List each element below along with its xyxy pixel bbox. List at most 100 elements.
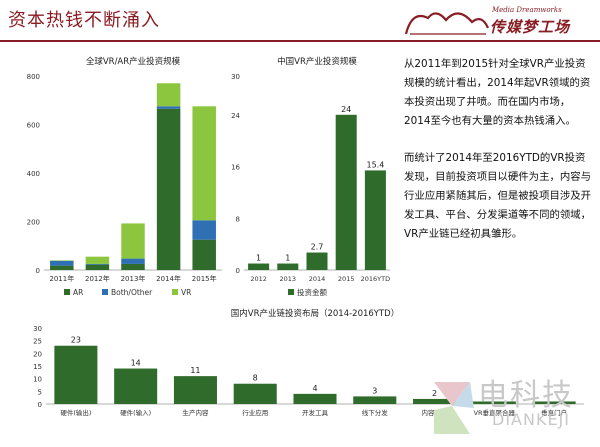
y-tick-label: 800 [27,73,40,81]
legend-swatch [288,289,294,295]
bar-china-2-0 [306,252,328,270]
data-label: 1 [256,254,261,263]
x-tick-label: 硬件(输入) [120,408,151,417]
bar-layout-3-0 [233,383,277,404]
data-label: 1 [285,254,290,263]
y-tick-label: 20 [33,350,42,358]
x-tick-label: VR垂直聚合器 [474,408,516,417]
bar-layout-7-0 [472,401,516,404]
legend-swatch [64,289,70,295]
watermark-logo-icon [434,382,474,434]
bar-global-1-0 [85,264,110,270]
page-title: 资本热钱不断涌入 [8,10,160,31]
header: 资本热钱不断涌入 Media Dreamworks 传媒梦工场 [0,0,600,40]
bar-global-2-2 [121,223,145,259]
y-tick-label: 16 [231,164,240,172]
x-tick-label: 2016YTD [361,275,391,283]
data-label: 2.7 [311,243,324,252]
y-tick-label: 0 [38,401,42,409]
x-tick-label: 生产内容 [182,408,209,417]
x-tick-label: 2015 [338,275,355,283]
x-tick-label: 2014年 [156,274,181,283]
x-tick-label: 2012年 [85,274,110,283]
x-tick-label: 2014 [309,275,326,283]
x-tick-label: 2013年 [121,274,146,283]
bar-layout-0-0 [54,345,98,404]
x-tick-label: 开发工具 [302,408,329,417]
data-label: 8 [253,374,258,383]
bar-layout-5-0 [353,396,397,404]
bar-layout-2-0 [173,376,217,404]
y-tick-label: 30 [33,325,42,333]
data-label: 14 [131,359,141,368]
bar-layout-8-0 [532,401,576,404]
commentary-panel: 从2011年到2015针对全球VR产业投资规模的统计看出，2014年起VR领域的… [404,55,594,262]
bar-global-0-0 [50,265,74,270]
y-tick-label: 15 [33,363,42,371]
y-tick-label: 0 [236,267,240,275]
legend-label: VR [181,288,191,297]
data-label: 24 [341,105,351,114]
data-label: 4 [312,384,317,393]
bar-global-3-2 [156,83,181,107]
legend-label: AR [73,288,83,297]
bar-global-4-2 [192,106,216,221]
bar-china-4-0 [364,170,386,270]
legend-label: Both/Other [111,288,153,297]
bar-global-3-0 [156,108,181,270]
legend-swatch [102,289,108,295]
y-tick-label: 5 [38,388,42,396]
y-tick-label: 600 [27,122,40,130]
x-tick-label: 2011年 [49,274,74,283]
x-tick-label: 行业应用 [242,408,268,417]
y-tick-label: 0 [36,267,40,275]
bar-global-3-1 [156,106,181,109]
bar-layout-4-0 [293,393,337,404]
header-rule [0,40,600,42]
bar-layout-6-0 [413,398,457,404]
chart-title: 国内VR产业链投资布局（2014-2016YTD） [231,308,399,319]
y-tick-label: 200 [27,219,40,227]
y-tick-label: 8 [236,215,240,223]
bar-global-4-0 [192,239,216,270]
y-tick-label: 25 [33,338,42,346]
legend-label: 投资金额 [297,287,327,297]
bar-china-1-0 [277,263,299,270]
watermark-en: DIANKEJI [492,410,570,429]
bar-global-0-1 [50,260,74,266]
y-tick-label: 10 [33,376,42,384]
x-tick-label: 硬件(输出) [60,408,91,417]
bar-china-3-0 [335,114,357,270]
commentary-paragraph-1: 从2011年到2015针对全球VR产业投资规模的统计看出，2014年起VR领域的… [404,58,591,127]
data-label: 15.4 [366,160,384,169]
x-tick-label: 线下分发 [362,408,389,417]
chart-global: 全球VR/AR产业投资规模 0 200 400 600 800 2011年 2012年 2013… [27,56,222,297]
commentary-paragraph-2: 而统计了2014年至2016YTD的VR投资发现，目前投资项目以硬件为主，内容与… [404,152,592,240]
bar-layout-1-0 [114,368,158,404]
bar-china-0-0 [248,263,270,270]
x-tick-label: 2012 [250,275,267,283]
bar-global-2-0 [121,263,145,270]
y-tick-label: 400 [27,170,40,178]
bar-global-1-1 [85,263,110,265]
brand-tagline: Media Dreamworks [492,6,562,14]
brand-emblem-icon [404,12,490,35]
x-tick-label: 垂直门户 [541,408,567,417]
x-tick-label: 2013 [280,275,297,283]
watermark: 电科技 DIANKEJI [430,374,600,446]
brand-logo: Media Dreamworks 传媒梦工场 [402,4,592,38]
data-label: 3 [372,386,377,395]
legend-swatch [172,289,178,295]
y-tick-label: 24 [231,112,240,120]
data-label: 23 [71,336,81,345]
chart-title: 中国VR产业投资规模 [277,56,357,67]
data-label: 11 [190,366,200,375]
watermark-cn: 电科技 [478,378,574,413]
x-tick-label: 2015年 [192,274,217,283]
data-label: 2 [432,389,437,398]
chart-china: 中国VR产业投资规模 0 8 16 24 30 1 2012 1 2013 2.7 2014 24 201… [231,56,391,297]
brand-name: 传媒梦工场 [490,18,571,36]
bar-global-2-1 [121,258,145,264]
bar-global-4-1 [192,220,216,240]
y-tick-label: 30 [231,73,240,81]
